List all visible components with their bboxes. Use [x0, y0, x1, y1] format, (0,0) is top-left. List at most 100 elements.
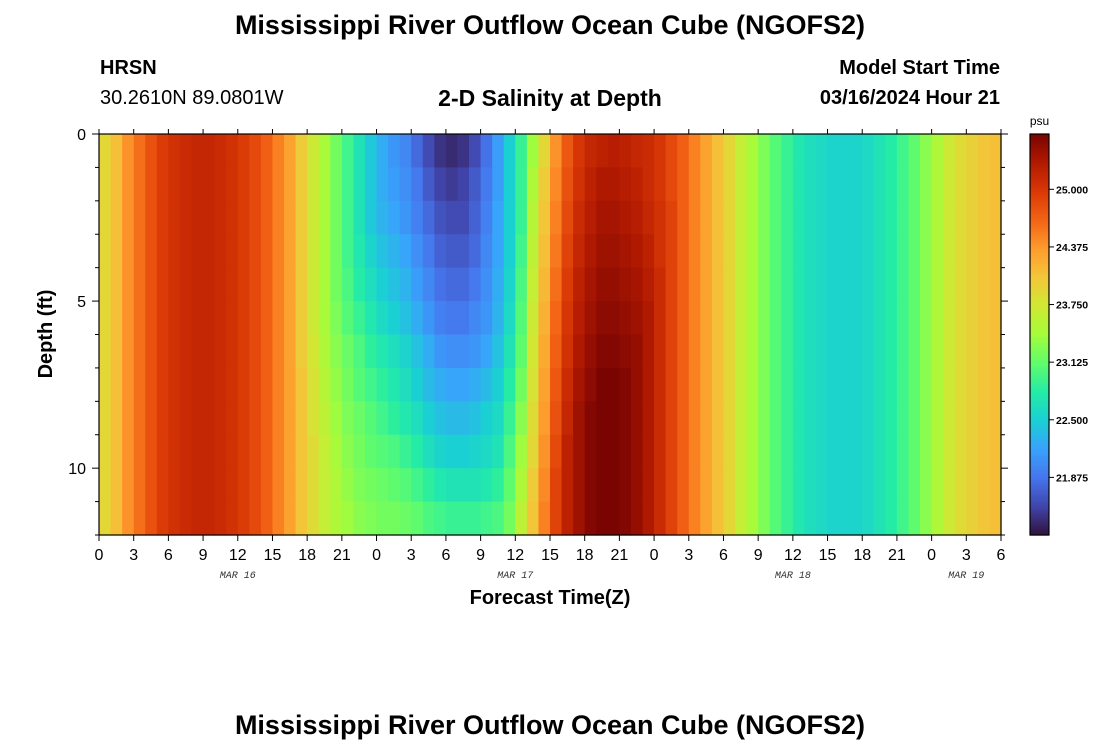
heatmap-cell [203, 301, 216, 336]
heatmap-cell [203, 367, 216, 402]
heatmap-cell [341, 401, 355, 436]
heatmap-cell [272, 367, 285, 402]
heatmap-cell [411, 267, 424, 302]
heatmap-cell [792, 501, 806, 536]
heatmap-cell [746, 367, 759, 402]
heatmap-cell [735, 134, 748, 169]
heatmap-cell [457, 501, 470, 536]
heatmap-cell [99, 301, 112, 336]
colorbar-band [1030, 242, 1049, 245]
colorbar-band [1030, 298, 1049, 302]
heatmap-cell [445, 401, 459, 436]
colorbar-band [1030, 248, 1049, 251]
heatmap-cell [735, 468, 748, 503]
heatmap-cell [179, 434, 193, 469]
heatmap-cell [122, 134, 135, 169]
heatmap-cell [688, 200, 701, 235]
heatmap-cell [515, 401, 528, 436]
heatmap-cell [133, 434, 146, 469]
heatmap-cell [827, 367, 840, 402]
colorbar-band [1030, 362, 1049, 366]
heatmap-cell [214, 200, 227, 235]
colorbar-band [1030, 182, 1049, 185]
heatmap-cell [226, 367, 239, 402]
heatmap-cell [411, 401, 424, 436]
colorbar-band [1030, 348, 1049, 352]
heatmap-cell [237, 334, 250, 369]
heatmap-cell [133, 267, 146, 302]
heatmap-cell [503, 468, 516, 503]
heatmap-cell [596, 367, 609, 402]
heatmap-cell [850, 301, 863, 336]
colorbar-band [1030, 208, 1049, 211]
heatmap-cell [711, 234, 725, 269]
colorbar-band [1030, 366, 1049, 370]
heatmap-cell [873, 468, 886, 503]
heatmap-cell [839, 468, 852, 503]
heatmap-cell [550, 234, 563, 269]
heatmap-cell [203, 501, 216, 536]
heatmap-cell [839, 434, 852, 469]
heatmap-cell [388, 367, 401, 402]
heatmap-cell [873, 334, 886, 369]
heatmap-cell [411, 434, 424, 469]
heatmap-cell [688, 367, 701, 402]
heatmap-cell [284, 301, 297, 336]
heatmap-cell [179, 234, 193, 269]
heatmap-cell [284, 468, 297, 503]
heatmap-cell [607, 267, 620, 302]
x-tick-label: 9 [476, 547, 485, 564]
heatmap-cell [156, 234, 169, 269]
x-tick-label: 0 [927, 547, 936, 564]
heatmap-cell [295, 301, 308, 336]
heatmap-cell [469, 334, 482, 369]
heatmap-cell [550, 367, 563, 402]
colorbar-band [1030, 330, 1049, 334]
heatmap-cell [550, 267, 563, 302]
heatmap-cell [214, 134, 227, 169]
heatmap-cell [469, 468, 482, 503]
heatmap-cell [561, 134, 574, 169]
colorbar-band [1030, 290, 1049, 293]
heatmap-cell [318, 434, 331, 469]
heatmap-cell [538, 334, 551, 369]
heatmap-cell [515, 434, 528, 469]
station-id: HRSN [100, 57, 157, 79]
colorbar-band [1030, 238, 1049, 241]
heatmap-cell [341, 200, 355, 235]
heatmap-cell [249, 200, 262, 235]
heatmap-cell [399, 501, 412, 536]
heatmap-cell [515, 334, 528, 369]
heatmap-cell [677, 334, 690, 369]
heatmap-cell [214, 167, 227, 202]
heatmap-cell [168, 167, 181, 202]
heatmap-cell [191, 167, 204, 202]
heatmap-cell [260, 367, 274, 402]
colorbar-band [1030, 180, 1049, 183]
heatmap-cell [445, 167, 459, 202]
heatmap-cell [168, 367, 181, 402]
heatmap-cell [145, 301, 158, 336]
heatmap-cell [573, 234, 586, 269]
colorbar-band [1030, 418, 1049, 422]
heatmap-cell [434, 501, 447, 536]
heatmap-cell [850, 468, 863, 503]
heatmap-cell [746, 501, 759, 536]
x-axis-label: Forecast Time(Z) [470, 587, 631, 609]
colorbar-band [1030, 470, 1049, 474]
heatmap-cell [827, 234, 840, 269]
heatmap-cell [931, 234, 944, 269]
heatmap-cell [249, 401, 262, 436]
heatmap-cell [515, 200, 528, 235]
heatmap-cell [596, 468, 609, 503]
heatmap-cell [480, 167, 493, 202]
heatmap-cell [492, 200, 505, 235]
heatmap-cell [989, 367, 1002, 402]
heatmap-cell [214, 468, 227, 503]
colorbar-band [1030, 468, 1049, 472]
heatmap-cell [746, 334, 759, 369]
heatmap-cell [839, 401, 852, 436]
heatmap-cell [330, 200, 343, 235]
heatmap-cell [746, 401, 759, 436]
y-axis: 0 5 10 [68, 127, 1008, 536]
